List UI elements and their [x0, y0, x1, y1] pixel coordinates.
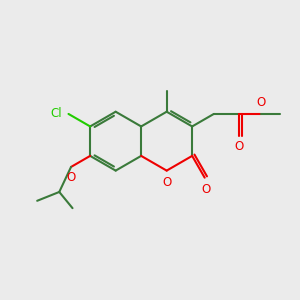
Text: O: O [66, 171, 76, 184]
Text: O: O [162, 176, 171, 189]
Text: Cl: Cl [50, 107, 62, 120]
Text: O: O [234, 140, 244, 153]
Text: O: O [256, 96, 266, 109]
Text: O: O [202, 183, 211, 196]
